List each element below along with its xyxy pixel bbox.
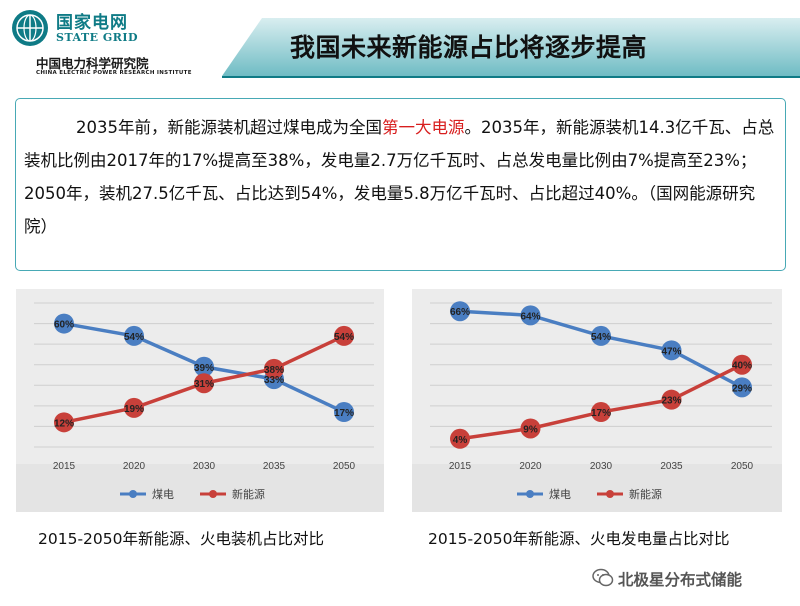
data-label: 17% (591, 408, 611, 419)
capacity-chart-caption: 2015-2050年新能源、火电装机占比对比 (38, 530, 324, 548)
watermark-text: 北极星分布式储能 (618, 571, 743, 589)
x-tick-label: 2015 (53, 461, 76, 472)
generation-share-chart-svg: 2015 2020 2030 2035 2050 66% 64% 54% 47% 29% 4% 9% 1… (412, 289, 782, 512)
x-tick-label: 2020 (519, 461, 542, 472)
data-point (194, 373, 214, 394)
state-grid-logo-icon (12, 10, 48, 46)
data-label: 4% (453, 435, 468, 446)
data-label: 23% (661, 396, 681, 407)
data-point (591, 325, 611, 346)
legend-label: 煤电 (549, 488, 571, 501)
summary-text-1: 2035年前，新能源装机超过煤电成为全国 (76, 118, 382, 137)
data-label: 54% (591, 332, 611, 343)
data-label: 39% (194, 363, 214, 374)
title-banner (222, 18, 800, 78)
capacity-share-chart-svg: 2015 2020 2030 2035 2050 60% 54% 39% 33% 17% 12% 19… (16, 289, 384, 512)
summary-box: 2035年前，新能源装机超过煤电成为全国第一大电源。2035年，新能源装机14.… (15, 98, 786, 271)
summary-highlight: 第一大电源 (382, 118, 465, 137)
x-tick-label: 2050 (731, 461, 754, 472)
data-point (334, 402, 354, 423)
data-label: 40% (732, 361, 752, 372)
legend-label: 新能源 (232, 487, 265, 501)
capacity-share-chart: 2015 2020 2030 2035 2050 60% 54% 39% 33% 17% 12% 19… (16, 289, 384, 512)
data-label: 17% (334, 408, 354, 419)
data-point (591, 402, 611, 423)
data-label: 38% (264, 365, 284, 376)
data-point (520, 305, 541, 326)
data-label: 66% (450, 307, 470, 318)
legend-marker (129, 490, 137, 498)
data-label: 12% (54, 418, 74, 429)
data-label: 33% (264, 375, 284, 386)
legend-label: 煤电 (152, 488, 174, 501)
legend-label: 新能源 (629, 487, 662, 501)
data-point (264, 358, 284, 379)
institute-name-cn: 中国电力科学研究院 (36, 56, 149, 71)
legend-marker (606, 490, 614, 498)
legend-marker (209, 490, 217, 498)
x-tick-label: 2030 (590, 461, 613, 472)
data-point (450, 428, 470, 449)
logo-text-en: STATE GRID (56, 31, 139, 44)
data-point (54, 412, 74, 433)
wechat-icon (592, 568, 614, 587)
x-tick-label: 2035 (660, 461, 683, 472)
data-point (124, 397, 144, 418)
generation-chart-caption: 2015-2050年新能源、火电发电量占比对比 (428, 530, 730, 548)
summary-paragraph: 2035年前，新能源装机超过煤电成为全国第一大电源。2035年，新能源装机14.… (24, 111, 779, 243)
data-point (732, 354, 752, 375)
data-label: 54% (334, 332, 354, 343)
data-point (732, 377, 752, 398)
x-tick-label: 2050 (333, 461, 356, 472)
data-label: 9% (523, 424, 538, 435)
header: 国家电网 STATE GRID 中国电力科学研究院 CHINA ELECTRIC… (0, 0, 800, 86)
data-point (334, 325, 354, 346)
data-label: 47% (661, 346, 681, 357)
summary-text-2: 。2035年，新能源装机14.3亿千瓦、占总装机比例由2017年的17%提高至3… (24, 118, 775, 236)
data-point (194, 356, 214, 377)
data-label: 54% (124, 332, 144, 343)
generation-share-chart: 2015 2020 2030 2035 2050 66% 64% 54% 47% 29% 4% 9% 1… (412, 289, 782, 512)
institute-name-en: CHINA ELECTRIC POWER RESEARCH INSTITUTE (36, 70, 192, 76)
data-point (661, 340, 682, 361)
x-tick-label: 2030 (193, 461, 216, 472)
data-label: 19% (124, 404, 144, 415)
x-tick-label: 2035 (263, 461, 286, 472)
data-label: 64% (520, 311, 540, 322)
legend-marker (526, 490, 534, 498)
data-label: 29% (732, 383, 752, 394)
data-point (54, 313, 74, 334)
data-point (661, 389, 682, 410)
data-label: 31% (194, 379, 214, 390)
data-point (520, 418, 541, 439)
data-point (450, 301, 470, 322)
logo-text-cn: 国家电网 (56, 13, 128, 33)
x-tick-label: 2020 (123, 461, 146, 472)
x-tick-label: 2015 (449, 461, 472, 472)
page-title: 我国未来新能源占比将逐步提高 (290, 33, 648, 62)
data-point (124, 325, 144, 346)
data-label: 60% (54, 320, 74, 331)
